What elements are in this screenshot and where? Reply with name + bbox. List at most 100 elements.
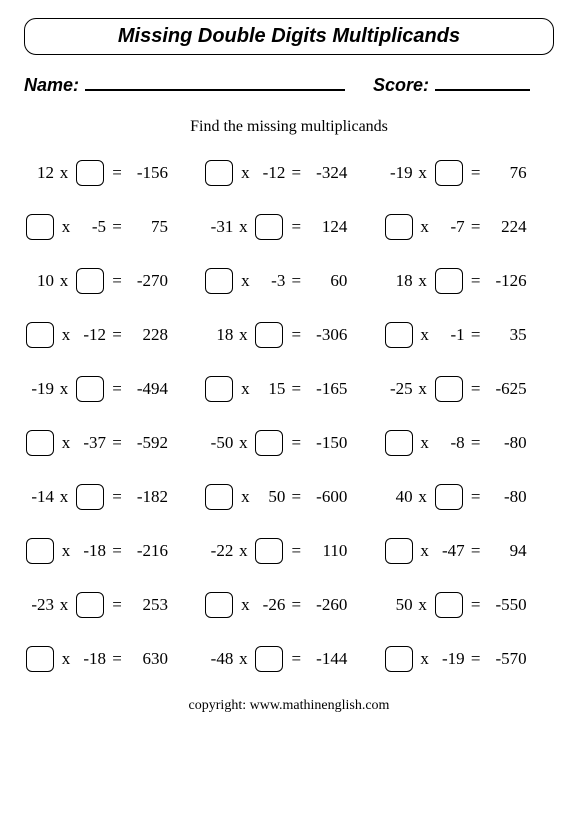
answer-blank[interactable] [26, 322, 54, 348]
equals-symbol: = [106, 217, 128, 237]
answer-blank[interactable] [255, 322, 283, 348]
equals-symbol: = [106, 379, 128, 399]
score-input-line[interactable] [435, 73, 530, 91]
result: 110 [307, 541, 347, 561]
equals-symbol: = [465, 379, 487, 399]
problem: 18x=-306 [203, 322, 374, 348]
answer-blank[interactable] [255, 214, 283, 240]
answer-blank[interactable] [255, 538, 283, 564]
copyright-text: copyright: www.mathinenglish.com [24, 698, 554, 714]
name-input-line[interactable] [85, 73, 345, 91]
times-symbol: x [235, 163, 255, 183]
answer-blank[interactable] [76, 484, 104, 510]
problem: x-3=60 [203, 268, 374, 294]
answer-blank[interactable] [76, 376, 104, 402]
times-symbol: x [233, 217, 253, 237]
answer-blank[interactable] [385, 322, 413, 348]
result: -306 [307, 325, 347, 345]
answer-blank[interactable] [205, 160, 233, 186]
times-symbol: x [415, 325, 435, 345]
answer-blank[interactable] [255, 430, 283, 456]
result: -494 [128, 379, 168, 399]
problem: 10x=-270 [24, 268, 195, 294]
result: 124 [307, 217, 347, 237]
times-symbol: x [56, 217, 76, 237]
times-symbol: x [413, 379, 433, 399]
equals-symbol: = [465, 217, 487, 237]
answer-blank[interactable] [435, 268, 463, 294]
times-symbol: x [415, 433, 435, 453]
operand-b: -5 [76, 217, 106, 237]
answer-blank[interactable] [76, 592, 104, 618]
answer-blank[interactable] [255, 646, 283, 672]
equals-symbol: = [106, 271, 128, 291]
operand-b: -18 [76, 649, 106, 669]
equals-symbol: = [285, 271, 307, 291]
answer-blank[interactable] [205, 268, 233, 294]
equals-symbol: = [465, 487, 487, 507]
answer-blank[interactable] [435, 592, 463, 618]
problem: x-18=630 [24, 646, 195, 672]
result: -592 [128, 433, 168, 453]
answer-blank[interactable] [435, 484, 463, 510]
times-symbol: x [415, 541, 435, 561]
operand-b: -18 [76, 541, 106, 561]
result: 75 [128, 217, 168, 237]
answer-blank[interactable] [26, 214, 54, 240]
answer-blank[interactable] [205, 592, 233, 618]
problem: -23x=253 [24, 592, 195, 618]
operand-b: 15 [255, 379, 285, 399]
result: 35 [487, 325, 527, 345]
result: -600 [307, 487, 347, 507]
answer-blank[interactable] [205, 376, 233, 402]
times-symbol: x [233, 433, 253, 453]
result: 630 [128, 649, 168, 669]
equals-symbol: = [285, 487, 307, 507]
answer-blank[interactable] [26, 646, 54, 672]
result: -625 [487, 379, 527, 399]
equals-symbol: = [465, 433, 487, 453]
equals-symbol: = [106, 595, 128, 615]
equals-symbol: = [465, 163, 487, 183]
times-symbol: x [413, 163, 433, 183]
equals-symbol: = [465, 649, 487, 669]
result: 224 [487, 217, 527, 237]
equals-symbol: = [106, 163, 128, 183]
answer-blank[interactable] [26, 430, 54, 456]
times-symbol: x [415, 649, 435, 669]
operand-a: 12 [24, 163, 54, 183]
problem: -19x=-494 [24, 376, 195, 402]
problem: 40x=-80 [383, 484, 554, 510]
answer-blank[interactable] [385, 646, 413, 672]
instructions: Find the missing multiplicands [24, 118, 554, 136]
answer-blank[interactable] [435, 160, 463, 186]
problem: -22x=110 [203, 538, 374, 564]
answer-blank[interactable] [385, 214, 413, 240]
times-symbol: x [233, 649, 253, 669]
answer-blank[interactable] [76, 160, 104, 186]
answer-blank[interactable] [385, 430, 413, 456]
student-info-row: Name: Score: [24, 73, 554, 96]
times-symbol: x [233, 541, 253, 561]
answer-blank[interactable] [26, 538, 54, 564]
operand-a: -23 [24, 595, 54, 615]
times-symbol: x [233, 325, 253, 345]
result: 76 [487, 163, 527, 183]
times-symbol: x [54, 271, 74, 291]
operand-a: -19 [24, 379, 54, 399]
problem: x-19=-570 [383, 646, 554, 672]
equals-symbol: = [465, 541, 487, 561]
problem: x-26=-260 [203, 592, 374, 618]
problems-grid: 12x=-156x-12=-324-19x=76x-5=75-31x=124x-… [24, 160, 554, 672]
problem: x-12=228 [24, 322, 195, 348]
operand-b: -19 [435, 649, 465, 669]
answer-blank[interactable] [205, 484, 233, 510]
problem: x-1=35 [383, 322, 554, 348]
problem: x-5=75 [24, 214, 195, 240]
problem: x-7=224 [383, 214, 554, 240]
answer-blank[interactable] [385, 538, 413, 564]
result: 253 [128, 595, 168, 615]
answer-blank[interactable] [435, 376, 463, 402]
answer-blank[interactable] [76, 268, 104, 294]
result: -570 [487, 649, 527, 669]
